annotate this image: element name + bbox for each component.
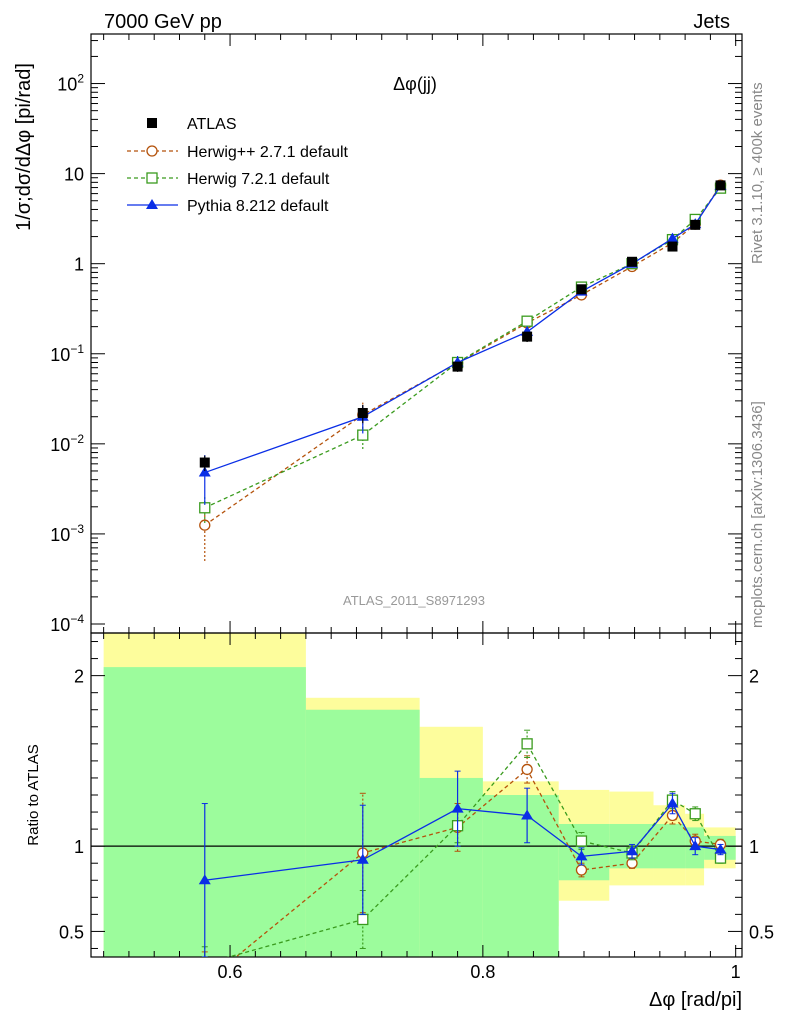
series-point-ratio	[200, 959, 210, 969]
mcplots-label: mcplots.cern.ch [arXiv:1306.3436]	[749, 401, 766, 628]
series-point-ratio	[451, 802, 464, 813]
series-line-ratio	[226, 742, 722, 957]
data-point	[576, 284, 587, 295]
y-tick-label-ratio-right: 1	[749, 837, 759, 857]
series-point-ratio	[575, 850, 588, 861]
y-tick-label-top: 10−4	[50, 612, 84, 635]
plot-title: Δφ(jj)	[393, 74, 437, 94]
series-point-top	[199, 519, 211, 531]
series-point-ratio	[357, 913, 369, 926]
series-point-top	[521, 315, 533, 327]
header-jets-label: Jets	[693, 11, 730, 33]
y-tick-label-top: 102	[57, 72, 84, 95]
series-point-ratio	[689, 808, 701, 820]
series-point-ratio	[200, 978, 210, 988]
series-point-ratio	[714, 843, 727, 854]
x-tick-label: 0.8	[470, 962, 495, 982]
y-axis-label-ratio: Ratio to ATLAS	[25, 744, 42, 845]
series-1-top	[199, 182, 727, 524]
data-point	[690, 219, 701, 230]
uncertainty-bands	[103, 633, 736, 957]
inner-band-bin	[419, 777, 483, 957]
y-axis-label-top: 1/σ;dσ/dΔφ [pi/rad]	[13, 63, 35, 231]
y-tick-label-top: 10	[64, 165, 84, 185]
y-tick-label-ratio-left: 2	[74, 667, 84, 687]
legend-label-herwig7: Herwig 7.2.1 default	[187, 171, 330, 188]
y-tick-label-top: 10−2	[50, 432, 84, 455]
y-tick-exponent: −1	[70, 342, 84, 356]
series-line-top	[204, 184, 722, 526]
x-tick-label: 0.6	[218, 962, 243, 982]
data-point	[627, 256, 638, 267]
data-point	[452, 361, 463, 372]
series-point-ratio	[666, 797, 679, 808]
series-point-ratio	[575, 835, 588, 847]
legend-marker-herwig7	[146, 172, 158, 184]
y-tick-label-top: 10−3	[50, 522, 84, 545]
legend-marker-atlas	[147, 118, 157, 128]
series-point-top	[198, 466, 211, 477]
y-tick-label-ratio-right: 0.5	[749, 922, 774, 942]
data-point	[357, 407, 368, 418]
x-axis-label: Δφ [rad/pi]	[649, 989, 742, 1011]
data-point	[667, 241, 678, 252]
y-tick-label-top: 1	[74, 255, 84, 275]
data-point	[522, 331, 533, 342]
series-point-ratio	[198, 874, 211, 885]
series-line-top	[204, 185, 722, 474]
y-tick-exponent: −3	[70, 522, 84, 536]
series-point-ratio	[575, 864, 588, 876]
x-tick-label: 1	[731, 962, 741, 982]
series-point-ratio	[521, 738, 533, 750]
data-point	[715, 180, 726, 191]
series-point-ratio	[689, 840, 702, 851]
legend: ATLAS Herwig++ 2.7.1 default Herwig 7.2.…	[127, 116, 349, 215]
series-point-ratio	[626, 845, 639, 856]
y-tick-exponent: −4	[70, 612, 84, 626]
legend-label-herwigpp: Herwig++ 2.7.1 default	[187, 144, 349, 161]
rivet-version-label: Rivet 3.1.10, ≥ 400k events	[749, 82, 766, 264]
series-0-top	[199, 179, 727, 562]
y-tick-exponent: 2	[77, 72, 84, 86]
header-energy-label: 7000 GeV pp	[104, 11, 222, 33]
series-line-top	[204, 187, 722, 509]
legend-marker-pythia	[146, 199, 158, 209]
analysis-watermark: ATLAS_2011_S8971293	[343, 593, 485, 608]
atlas-data-points	[199, 180, 726, 471]
y-tick-label-ratio-left: 1	[74, 837, 84, 857]
data-point	[199, 457, 210, 468]
series-point-ratio	[521, 809, 534, 820]
y-tick-label-ratio-right: 2	[749, 667, 759, 687]
y-tick-label-ratio-left: 0.5	[59, 922, 84, 942]
series-point-ratio	[356, 853, 369, 864]
y-tick-label-top: 10−1	[50, 342, 84, 365]
inner-band-bin	[482, 795, 559, 957]
series-2-top	[198, 179, 727, 505]
legend-label-atlas: ATLAS	[187, 116, 237, 133]
series-2-ratio	[198, 770, 727, 957]
series-point-ratio	[521, 763, 533, 776]
y-tick-exponent: −2	[70, 432, 84, 446]
legend-marker-herwigpp	[146, 145, 158, 157]
series-point-top	[666, 232, 679, 243]
legend-label-pythia: Pythia 8.212 default	[187, 198, 329, 215]
